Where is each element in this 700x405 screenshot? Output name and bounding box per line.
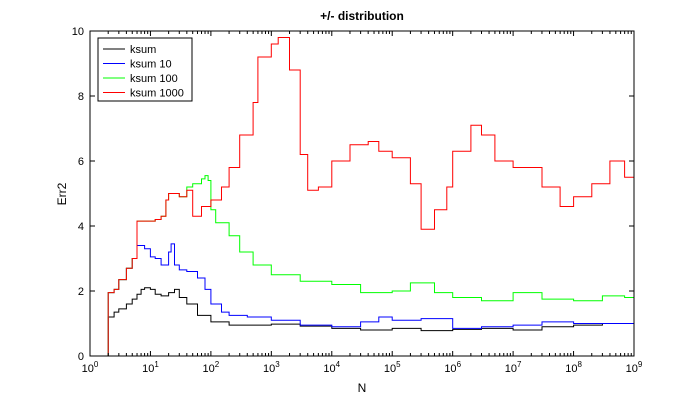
x-tick-label-4: 104 bbox=[323, 360, 340, 375]
ticks-layer: 100 101 102 103 104 105 106 107 108 109 0 2 4 6 8 10 bbox=[72, 26, 643, 375]
y-tick-label-4: 8 bbox=[78, 91, 84, 103]
x-tick-label-0: 100 bbox=[82, 360, 99, 375]
x-tick-label-8: 108 bbox=[565, 360, 582, 375]
series-line-3 bbox=[90, 37, 635, 357]
x-tick-label-3: 103 bbox=[263, 360, 280, 375]
x-tick-label-5: 105 bbox=[384, 360, 401, 375]
y-tick-label-0: 0 bbox=[78, 351, 84, 363]
legend: ksum ksum 10 ksum 100 ksum 1000 bbox=[97, 37, 193, 102]
legend-label-3: ksum 1000 bbox=[130, 88, 184, 100]
x-axis-title: N bbox=[358, 381, 367, 395]
x-tick-label-6: 106 bbox=[444, 360, 461, 375]
legend-label-0: ksum bbox=[130, 44, 156, 56]
x-tick-label-7: 107 bbox=[505, 360, 522, 375]
y-axis-title: Err2 bbox=[55, 182, 69, 205]
chart-title: +/- distribution bbox=[320, 9, 404, 23]
y-tick-label-2: 4 bbox=[78, 221, 84, 233]
legend-label-2: ksum 100 bbox=[130, 73, 178, 85]
plot-frame bbox=[89, 30, 635, 357]
series-layer bbox=[90, 37, 635, 357]
y-tick-label-3: 6 bbox=[78, 156, 84, 168]
x-tick-label-1: 101 bbox=[142, 360, 159, 375]
series-line-0 bbox=[90, 287, 635, 357]
x-tick-label-9: 109 bbox=[626, 360, 643, 375]
x-tick-label-2: 102 bbox=[203, 360, 220, 375]
legend-label-1: ksum 10 bbox=[130, 59, 172, 71]
y-tick-label-5: 10 bbox=[72, 26, 84, 38]
y-tick-label-1: 2 bbox=[78, 286, 84, 298]
